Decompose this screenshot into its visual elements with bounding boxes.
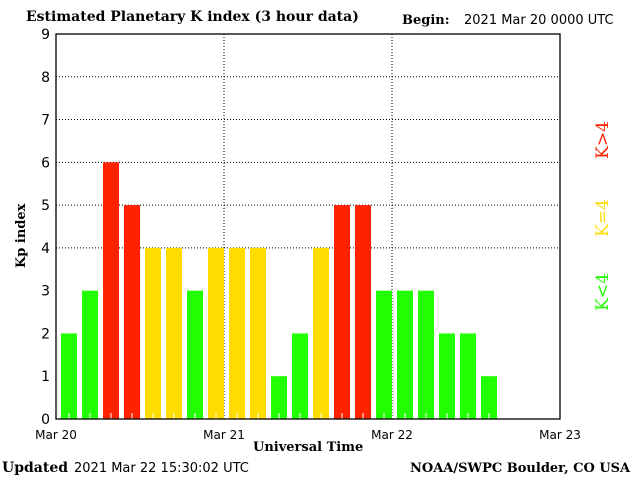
- chart-title: Estimated Planetary K index (3 hour data…: [26, 9, 359, 25]
- bar: [355, 205, 371, 419]
- bar: [250, 247, 266, 419]
- source-credit: NOAA/SWPC Boulder, CO USA: [410, 461, 631, 476]
- bar: [439, 333, 455, 419]
- bar: [103, 162, 119, 420]
- x-tick-label: Mar 23: [539, 428, 581, 442]
- bar: [145, 247, 161, 419]
- bar: [271, 376, 287, 419]
- y-tick-label: 0: [41, 412, 50, 428]
- bar: [208, 247, 224, 419]
- y-tick-label: 1: [41, 369, 50, 385]
- y-tick-label: 7: [41, 113, 50, 129]
- bar: [166, 247, 182, 419]
- bar: [61, 333, 77, 419]
- y-tick-label: 6: [41, 155, 50, 171]
- x-tick-label: Mar 22: [371, 428, 413, 442]
- begin-label: Begin:: [402, 13, 450, 28]
- legend-entry: K>4: [593, 121, 613, 159]
- y-axis-label: Kp index: [14, 203, 29, 268]
- bar: [397, 290, 413, 419]
- bar: [229, 247, 245, 419]
- bar: [481, 376, 497, 419]
- bar: [187, 290, 203, 419]
- y-tick-label: 8: [41, 70, 50, 86]
- updated-label: Updated: [2, 460, 69, 476]
- bar: [418, 290, 434, 419]
- y-tick-label: 2: [41, 326, 50, 342]
- bar: [292, 333, 308, 419]
- y-tick-label: 4: [41, 241, 50, 257]
- plot-frame: [55, 33, 561, 420]
- bar: [124, 205, 140, 419]
- begin-value: 2021 Mar 20 0000 UTC: [464, 13, 614, 28]
- legend-entry: K<4: [593, 273, 613, 311]
- y-tick-label: 9: [41, 27, 50, 43]
- bar: [313, 247, 329, 419]
- bar: [460, 333, 476, 419]
- bar: [334, 205, 350, 419]
- updated-value: 2021 Mar 22 15:30:02 UTC: [74, 461, 249, 476]
- x-axis-label: Universal Time: [253, 440, 364, 455]
- bar: [376, 290, 392, 419]
- y-tick-label: 5: [41, 198, 50, 214]
- y-tick-label: 3: [41, 284, 50, 300]
- x-tick-label: Mar 20: [35, 428, 77, 442]
- bar: [82, 290, 98, 419]
- legend-entry: K=4: [593, 199, 613, 237]
- x-tick-label: Mar 21: [203, 428, 245, 442]
